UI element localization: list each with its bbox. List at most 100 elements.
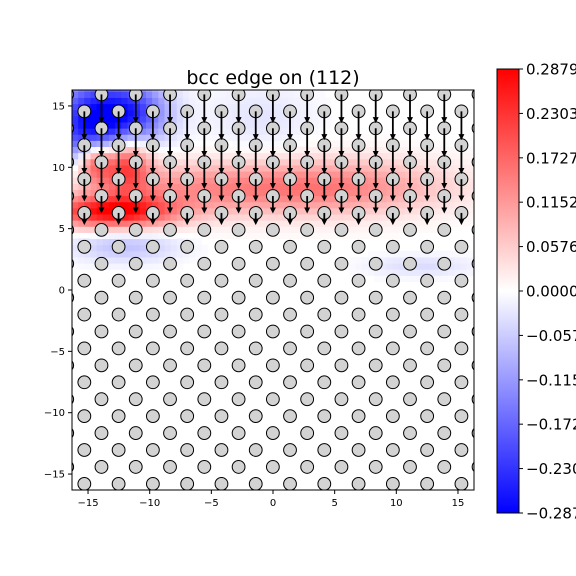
y-tick-label: 10 <box>52 163 65 174</box>
heatmap-cell <box>115 90 122 92</box>
heatmap-cell <box>182 250 190 258</box>
heatmap-cell <box>213 115 221 123</box>
heatmap-cell <box>127 244 135 252</box>
heatmap-cell <box>133 177 141 184</box>
atom <box>163 324 177 339</box>
heatmap-cell <box>337 146 344 154</box>
heatmap-cell <box>256 195 264 203</box>
heatmap-cell <box>121 152 129 160</box>
heatmap-cell <box>115 91 122 98</box>
heatmap-cell <box>207 121 215 129</box>
atom <box>44 173 57 186</box>
heatmap-cell <box>189 115 196 123</box>
atom <box>385 307 400 322</box>
heatmap-cell <box>189 238 196 246</box>
heatmap-cell <box>207 103 215 111</box>
heatmap-cell <box>349 201 357 209</box>
heatmap-cell <box>102 232 110 240</box>
heatmap-cell <box>158 146 166 154</box>
heatmap-cell <box>454 152 462 160</box>
heatmap-cell <box>213 91 221 98</box>
heatmap-cell <box>398 213 406 221</box>
heatmap-cell <box>72 115 79 123</box>
atom <box>351 273 366 288</box>
heatmap-cell <box>176 91 184 98</box>
heatmap-cell <box>121 91 129 98</box>
heatmap-cell <box>411 164 418 172</box>
atom <box>420 341 435 356</box>
heatmap-cell <box>164 170 172 178</box>
heatmap-cell <box>108 238 116 246</box>
heatmap-cell <box>263 121 270 129</box>
heatmap-cell <box>226 213 233 221</box>
heatmap-cell <box>213 158 221 166</box>
heatmap-cell <box>213 152 221 160</box>
heatmap-cell <box>127 213 135 221</box>
heatmap-cell <box>207 220 215 227</box>
heatmap-cell <box>121 128 129 135</box>
heatmap-cell <box>219 91 227 98</box>
heatmap-cell <box>429 183 437 190</box>
heatmap-cell <box>263 128 270 135</box>
heatmap-cell <box>374 170 381 178</box>
heatmap-cell <box>226 201 233 209</box>
heatmap-cell <box>108 158 116 166</box>
heatmap-cell <box>386 195 394 203</box>
heatmap-cell <box>367 183 375 190</box>
heatmap-cell <box>121 134 129 141</box>
atom <box>214 476 229 490</box>
heatmap-cell <box>386 158 394 166</box>
heatmap-cell <box>226 195 233 203</box>
heatmap-cell <box>115 97 122 105</box>
heatmap-cell <box>466 195 474 203</box>
heatmap-cell <box>318 121 326 129</box>
heatmap-cell <box>250 226 258 233</box>
heatmap-cell <box>312 177 320 184</box>
heatmap-cell <box>355 256 363 264</box>
heatmap-cell <box>96 238 104 246</box>
heatmap-cell <box>460 256 468 264</box>
heatmap-cell <box>213 164 221 172</box>
heatmap-cell <box>152 232 159 240</box>
heatmap-cell <box>238 183 246 190</box>
heatmap-cell <box>195 109 203 117</box>
heatmap-cell <box>195 244 203 252</box>
heatmap-cell <box>139 201 147 209</box>
heatmap-cell <box>355 201 363 209</box>
heatmap-cell <box>417 201 425 209</box>
heatmap-cell <box>293 128 301 135</box>
y-tick-label: −15 <box>44 470 65 481</box>
heatmap-cell <box>429 146 437 154</box>
atom <box>351 375 366 390</box>
heatmap-cell <box>238 152 246 160</box>
heatmap-cell <box>127 103 135 111</box>
heatmap-cell <box>170 140 178 148</box>
heatmap-cell <box>244 103 252 111</box>
heatmap-cell <box>139 97 147 105</box>
heatmap-cell <box>133 140 141 148</box>
heatmap-cell <box>158 232 166 240</box>
heatmap-cell <box>213 226 221 233</box>
atom <box>317 307 332 322</box>
heatmap-cell <box>244 213 252 221</box>
heatmap-cell <box>133 134 141 141</box>
heatmap-cell <box>250 90 258 92</box>
heatmap-cell <box>226 109 233 117</box>
heatmap-cell <box>238 140 246 148</box>
heatmap-cell <box>466 152 474 160</box>
heatmap-cell <box>244 97 252 105</box>
atom <box>111 341 126 356</box>
atom <box>300 358 315 373</box>
heatmap-cell <box>386 152 394 160</box>
atom <box>385 341 400 356</box>
atom <box>197 324 212 339</box>
heatmap-cell <box>72 152 79 160</box>
heatmap-cell <box>176 207 184 215</box>
heatmap-cell <box>90 103 98 111</box>
atom <box>94 460 109 474</box>
heatmap-cell <box>374 201 381 209</box>
heatmap-cell <box>435 275 443 283</box>
heatmap-cell <box>256 97 264 105</box>
heatmap-cell <box>121 232 129 240</box>
heatmap-cell <box>312 146 320 154</box>
